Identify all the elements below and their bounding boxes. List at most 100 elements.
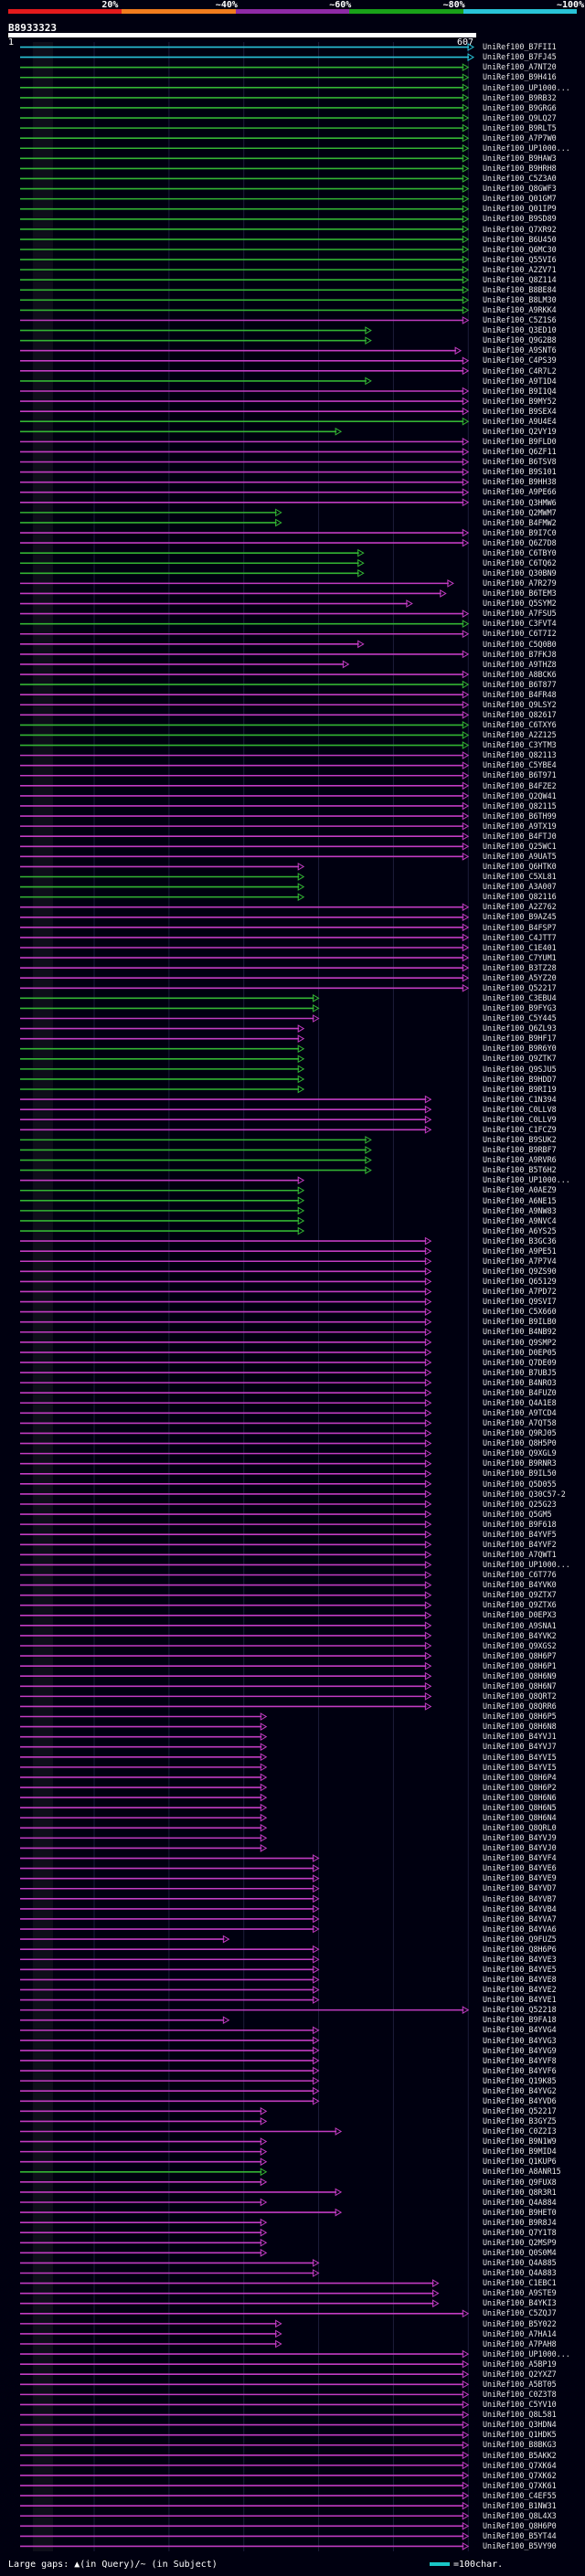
hit-label[interactable]: UniRef100_Q82115 [483,800,557,811]
hit-label[interactable]: UniRef100_Q8H6N7 [483,1680,557,1691]
hit-label[interactable]: UniRef100_Q4A1E8 [483,1397,557,1407]
hit-label[interactable]: UniRef100_Q4A884 [483,2197,557,2207]
hit-label[interactable]: UniRef100_Q82113 [483,750,557,760]
hit-label[interactable]: UniRef100_B9HH38 [483,477,557,487]
hit-label[interactable]: UniRef100_Q82617 [483,710,557,720]
hit-label[interactable]: UniRef100_C0Z3T8 [483,2390,557,2400]
hit-label[interactable]: UniRef100_B9SD89 [483,214,557,224]
hit-label[interactable]: UniRef100_Q52218 [483,2005,557,2015]
hit-label[interactable]: UniRef100_B9HET0 [483,2207,557,2217]
hit-label[interactable]: UniRef100_A9TX19 [483,821,557,831]
hit-label[interactable]: UniRef100_B4YVF6 [483,2065,557,2075]
hit-label[interactable]: UniRef100_C7YUM1 [483,952,557,962]
hit-label[interactable]: UniRef100_B4FMW2 [483,517,557,527]
hit-label[interactable]: UniRef100_B4NRO3 [483,1377,557,1387]
hit-label[interactable]: UniRef100_Q2VY19 [483,426,557,436]
hit-label[interactable]: UniRef100_C5X660 [483,1307,557,1317]
hit-label[interactable]: UniRef100_Q7DE09 [483,1357,557,1367]
hit-label[interactable]: UniRef100_B9F618 [483,1519,557,1529]
hit-label[interactable]: UniRef100_B8BE84 [483,284,557,294]
hit-label[interactable]: UniRef100_C5Y445 [483,1013,557,1023]
hit-label[interactable]: UniRef100_B4YVG4 [483,2025,557,2035]
hit-label[interactable]: UniRef100_B4YVE5 [483,1965,557,1975]
hit-label[interactable]: UniRef100_C5Z1S6 [483,315,557,325]
hit-label[interactable]: UniRef100_B7UBJ5 [483,1367,557,1377]
hit-label[interactable]: UniRef100_Q9SJU5 [483,1064,557,1074]
hit-label[interactable]: UniRef100_Q2YXZ7 [483,2369,557,2379]
hit-label[interactable]: UniRef100_A9PE66 [483,487,557,497]
hit-label[interactable]: UniRef100_A9T1D4 [483,376,557,386]
hit-label[interactable]: UniRef100_B4YVG3 [483,2035,557,2045]
hit-label[interactable]: UniRef100_C6T7I2 [483,629,557,639]
hit-label[interactable]: UniRef100_Q8QRR6 [483,1701,557,1712]
hit-label[interactable]: UniRef100_Q8H6P7 [483,1650,557,1660]
hit-label[interactable]: UniRef100_B4YKI3 [483,2298,557,2308]
hit-label[interactable]: UniRef100_A7PAH8 [483,2338,557,2348]
hit-label[interactable]: UniRef100_C5XL81 [483,872,557,882]
hit-label[interactable]: UniRef100_Q7XK64 [483,2460,557,2470]
hit-label[interactable]: UniRef100_C6TBY0 [483,547,557,557]
hit-label[interactable]: UniRef100_Q6Z7D8 [483,537,557,547]
hit-label[interactable]: UniRef100_B9R8J4 [483,2217,557,2227]
hit-label[interactable]: UniRef100_B9RI19 [483,1084,557,1094]
hit-label[interactable]: UniRef100_C6T776 [483,1570,557,1580]
hit-label[interactable]: UniRef100_Q5D055 [483,1479,557,1489]
hit-label[interactable]: UniRef100_B3GYZ5 [483,2116,557,2126]
hit-label[interactable]: UniRef100_B4FTJ0 [483,831,557,841]
hit-label[interactable]: UniRef100_Q8H6N9 [483,1670,557,1680]
hit-label[interactable]: UniRef100_B7FKJ8 [483,649,557,659]
hit-label[interactable]: UniRef100_B4YVF5 [483,1529,557,1539]
hit-label[interactable]: UniRef100_B9GRG6 [483,102,557,112]
hit-label[interactable]: UniRef100_B4YVK2 [483,1630,557,1640]
hit-label[interactable]: UniRef100_Q6HTK0 [483,862,557,872]
hit-label[interactable]: UniRef100_C5Z3A0 [483,174,557,184]
hit-label[interactable]: UniRef100_B9AZ45 [483,912,557,922]
hit-label[interactable]: UniRef100_B5T6H2 [483,1165,557,1175]
hit-label[interactable]: UniRef100_Q52217 [483,982,557,992]
hit-label[interactable]: UniRef100_Q8L4X3 [483,2510,557,2520]
hit-label[interactable]: UniRef100_B4YVB4 [483,1903,557,1913]
hit-label[interactable]: UniRef100_Q7Y1T8 [483,2227,557,2237]
hit-label[interactable]: UniRef100_B9IL50 [483,1468,557,1479]
hit-label[interactable]: UniRef100_B4YVI5 [483,1762,557,1772]
hit-label[interactable]: UniRef100_Q7XK62 [483,2470,557,2480]
hit-label[interactable]: UniRef100_B4FZE2 [483,780,557,790]
hit-label[interactable]: UniRef100_B9I1Q4 [483,386,557,396]
hit-label[interactable]: UniRef100_C5YBE4 [483,760,557,770]
hit-label[interactable]: UniRef100_B4YVE3 [483,1954,557,1964]
hit-label[interactable]: UniRef100_A7P7W0 [483,133,557,143]
hit-label[interactable]: UniRef100_C0LLV9 [483,1114,557,1124]
hit-label[interactable]: UniRef100_B5YT44 [483,2531,557,2541]
hit-label[interactable]: UniRef100_Q01GM7 [483,194,557,204]
hit-label[interactable]: UniRef100_B9HF17 [483,1034,557,1044]
hit-label[interactable]: UniRef100_A9TCD4 [483,1408,557,1418]
hit-label[interactable]: UniRef100_C3EBU4 [483,993,557,1003]
hit-label[interactable]: UniRef100_Q82116 [483,892,557,902]
hit-label[interactable]: UniRef100_B4YVJ9 [483,1833,557,1843]
hit-label[interactable]: UniRef100_Q52217 [483,2106,557,2116]
hit-label[interactable]: UniRef100_B3GC36 [483,1235,557,1246]
hit-label[interactable]: UniRef100_B9MID4 [483,2147,557,2157]
hit-label[interactable]: UniRef100_B9N1W9 [483,2136,557,2147]
hit-label[interactable]: UniRef100_B4YVI5 [483,1752,557,1762]
hit-label[interactable]: UniRef100_B4YVJ0 [483,1843,557,1853]
hit-label[interactable]: UniRef100_A9STE9 [483,2288,557,2298]
hit-label[interactable]: UniRef100_B4YVE6 [483,1863,557,1873]
hit-label[interactable]: UniRef100_Q7XK61 [483,2480,557,2490]
hit-label[interactable]: UniRef100_Q8H6P6 [483,1944,557,1954]
hit-label[interactable]: UniRef100_B4YVF8 [483,2055,557,2065]
hit-label[interactable]: UniRef100_UP1000... [483,82,570,92]
hit-label[interactable]: UniRef100_C4PS39 [483,355,557,366]
hit-label[interactable]: UniRef100_B4YVB7 [483,1893,557,1903]
hit-label[interactable]: UniRef100_Q4A883 [483,2268,557,2278]
hit-label[interactable]: UniRef100_C1EBC1 [483,2278,557,2288]
hit-label[interactable]: UniRef100_C3FVT4 [483,619,557,629]
hit-label[interactable]: UniRef100_Q8GWF3 [483,184,557,194]
hit-label[interactable]: UniRef100_A6YS25 [483,1225,557,1235]
hit-label[interactable]: UniRef100_Q5GM5 [483,1509,552,1519]
hit-label[interactable]: UniRef100_B4YVE9 [483,1873,557,1883]
hit-label[interactable]: UniRef100_B9FLD0 [483,437,557,447]
hit-label[interactable]: UniRef100_A9PE51 [483,1246,557,1256]
hit-label[interactable]: UniRef100_Q0S0M4 [483,2248,557,2258]
hit-label[interactable]: UniRef100_B4FSP7 [483,922,557,932]
